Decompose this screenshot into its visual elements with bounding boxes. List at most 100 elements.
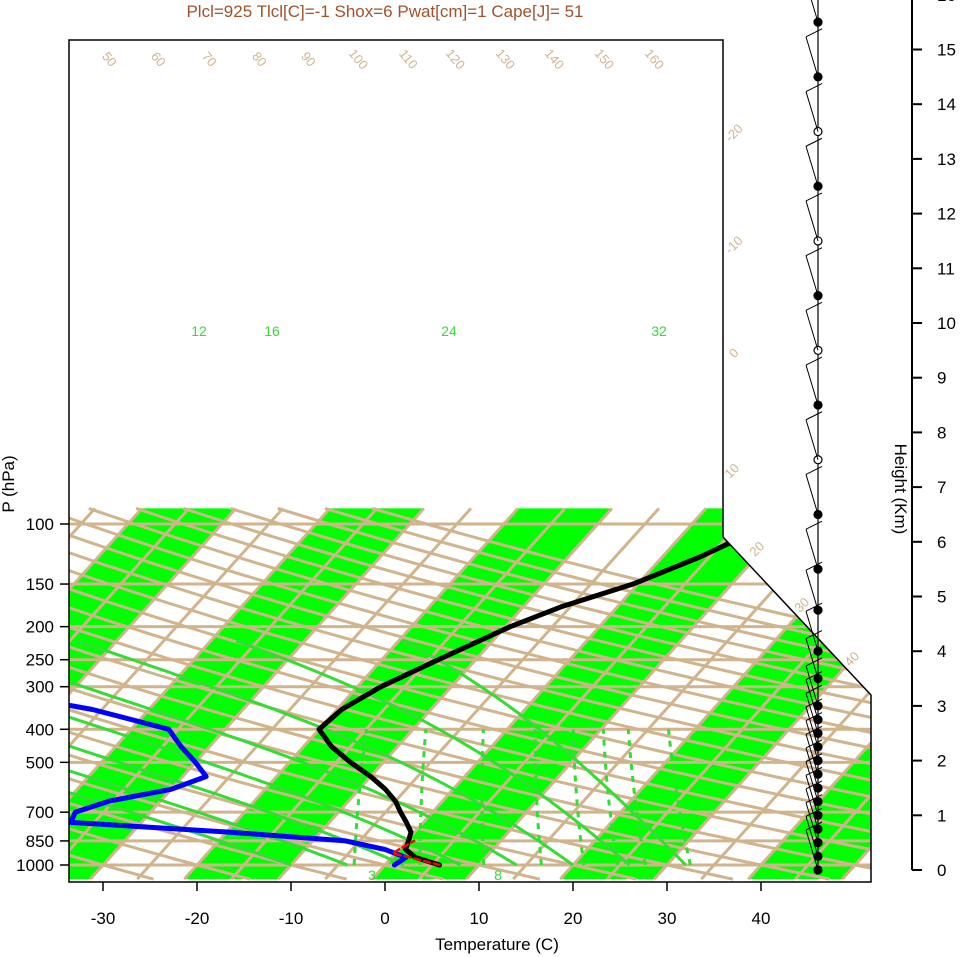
mixing-ratio-line [352, 729, 368, 866]
temperature-tick-label: 10 [470, 909, 489, 928]
temperature-tick-label: -30 [91, 909, 116, 928]
wind-barb [805, 200, 819, 242]
wind-barb [805, 146, 819, 187]
wind-barb [805, 720, 819, 761]
plot-frame [68, 39, 872, 883]
wind-barb-flag [805, 807, 823, 817]
dry-adiabat [69, 507, 637, 881]
wind-barb [805, 364, 819, 406]
dry-adiabat-label: 130 [493, 46, 518, 72]
dry-adiabat [69, 506, 871, 881]
moist-adiabat [69, 639, 292, 867]
isotherm-line [277, 507, 614, 881]
wind-barb-flag [805, 466, 823, 475]
wind-barb-flag [805, 83, 823, 92]
height-tick-label: 10 [937, 314, 956, 333]
height-tick-label: 1 [937, 806, 946, 825]
dry-adiabat [69, 507, 871, 881]
wind-barb [805, 91, 819, 132]
wind-barb [805, 570, 819, 611]
isotherm-line [606, 507, 871, 881]
isotherm-line [69, 507, 332, 881]
mixing-ratio-label: 12 [191, 323, 207, 339]
height-tick-label: 14 [937, 95, 956, 114]
dry-adiabat-label: 110 [396, 46, 421, 72]
moist-adiabat-label: -20 [722, 121, 746, 145]
dry-adiabat-label: 70 [199, 49, 220, 70]
temperature-tick-label: -20 [185, 909, 210, 928]
wind-barb [805, 638, 819, 679]
series-line-dewpoint [69, 698, 409, 868]
height-axis-title: Height (Km) [891, 444, 910, 535]
height-tick-label: 13 [937, 150, 956, 169]
wind-barb-flag [805, 671, 823, 681]
dry-adiabat [69, 507, 871, 881]
isotherm-line [465, 507, 802, 881]
mixing-ratio-line [601, 729, 619, 866]
mixing-ratio-line [626, 729, 647, 866]
wind-barb-flag [805, 780, 823, 790]
wind-barb [805, 747, 819, 789]
temperature-tick-label: 40 [752, 909, 771, 928]
wind-barb [810, 0, 819, 23]
wind-barb [805, 255, 819, 296]
dry-adiabat [69, 507, 871, 881]
mixing-ratio-line [533, 729, 543, 866]
height-tick-label: 11 [937, 259, 955, 278]
isotherm-line [889, 508, 961, 879]
wind-barb-flag [805, 356, 823, 366]
wind-barb-flag [805, 725, 823, 735]
moist-adiabat-label: 20 [746, 538, 767, 559]
height-tick-label: 0 [937, 861, 946, 880]
wind-barb-flag [805, 753, 823, 763]
height-tick-label: 12 [937, 205, 956, 224]
dry-adiabat [69, 507, 871, 881]
wind-barb-flag [805, 247, 823, 257]
wind-barb [805, 36, 819, 77]
wind-barb-flag [805, 602, 823, 612]
wind-barb-flag [805, 630, 823, 639]
wind-profile: 012345678910111213141516 [805, 0, 956, 880]
moist-adiabat [76, 639, 574, 867]
moist-adiabat-label: 30 [791, 594, 812, 615]
moist-adiabat [69, 639, 461, 867]
wind-barb-flag [805, 657, 823, 667]
wind-barb-flag [805, 301, 823, 311]
wind-barb-flag [805, 411, 823, 421]
sounding-series [69, 535, 743, 868]
dry-adiabat [69, 507, 444, 881]
wind-barb [805, 611, 819, 652]
dry-adiabat [69, 507, 871, 881]
wind-barb [805, 419, 819, 460]
mixing-ratio-line [480, 729, 486, 866]
temperature-tick-label: 30 [658, 909, 677, 928]
dry-adiabat [182, 506, 871, 881]
height-tick-label: 7 [937, 478, 946, 497]
wind-barb [805, 310, 819, 351]
moist-adiabat [69, 639, 518, 867]
mixing-ratio-label: 24 [441, 323, 457, 339]
isotherm-line [418, 507, 755, 881]
wind-barb [805, 529, 819, 570]
pressure-tick-label: 850 [26, 832, 54, 851]
dry-adiabat [69, 507, 830, 881]
dry-adiabat [135, 506, 871, 881]
moist-adiabat [69, 639, 348, 867]
wind-barb-flag [805, 821, 823, 831]
dry-adiabat-label: 160 [642, 46, 667, 72]
pressure-tick-label: 1000 [16, 856, 54, 875]
mixing-ratio-label: 16 [264, 323, 280, 339]
moist-adiabat [402, 639, 687, 867]
pressure-tick-label: 300 [26, 678, 54, 697]
wind-barb-flag [805, 766, 823, 776]
isotherm-line [69, 507, 379, 881]
dry-adiabat [69, 507, 348, 881]
plot-border [68, 39, 872, 883]
wind-barb [805, 816, 819, 857]
isotherm-line [0, 508, 1, 879]
series-line-temperature [316, 535, 743, 868]
dry-adiabat [88, 506, 871, 881]
height-tick-label: 2 [937, 752, 946, 771]
green-band [69, 508, 236, 880]
